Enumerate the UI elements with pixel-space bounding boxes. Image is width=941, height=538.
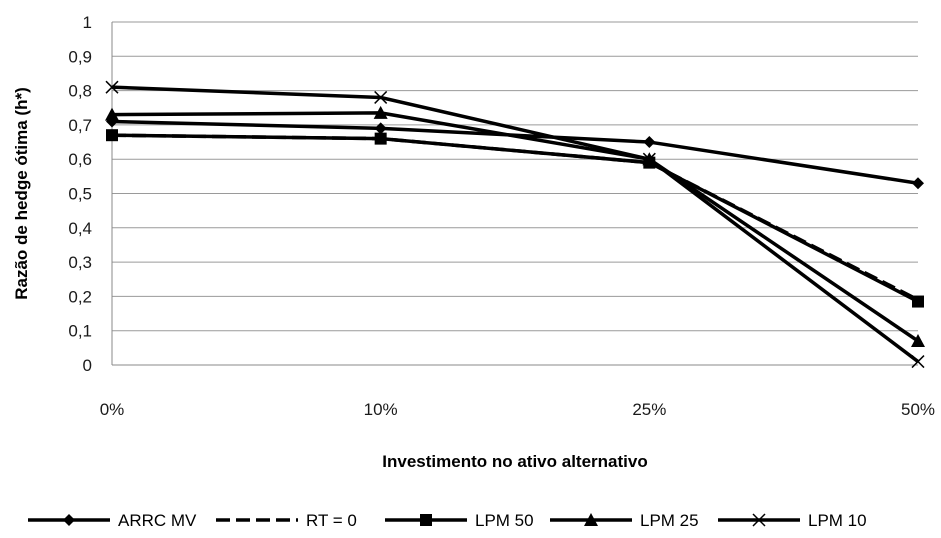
legend-label: RT = 0 [306,511,357,530]
legend-item-lpm-25: LPM 25 [550,511,699,530]
series-line-lpm-25 [111,111,919,343]
y-tick-label: 0,9 [68,47,92,66]
legend-marker [752,513,766,527]
data-point-lpm-50 [374,132,387,145]
legend: ARRC MV RT = 0 LPM 50 LPM 25 LPM 10 [28,511,867,530]
series-line-rt-0 [111,133,919,302]
legend-label: LPM 50 [475,511,534,530]
y-axis-title: Razão de hedge ótima (h*) [12,87,31,300]
series-line-lpm-10 [111,85,920,363]
data-point-lpm-25 [373,105,388,119]
y-tick-label: 0,7 [68,116,92,135]
gridlines [111,21,918,366]
x-tick-label: 0% [100,400,125,419]
data-point-lpm-50 [912,295,924,308]
y-tick-labels: 0 0,1 0,2 0,3 0,4 0,5 0,6 0,7 0,8 0,9 1 [68,13,92,375]
data-point-arrc-mv [374,122,387,135]
y-tick-label: 0,1 [68,322,92,341]
y-tick-label: 0 [83,356,92,375]
legend-marker [63,514,75,526]
legend-label: ARRC MV [118,511,197,530]
series-line-lpm-50 [111,133,919,304]
data-point-lpm-50 [106,129,118,142]
y-tick-label: 1 [83,13,92,32]
y-tick-label: 0,5 [68,185,92,204]
series-markers [105,80,925,369]
x-axis-title: Investimento no ativo alternativo [382,452,647,471]
legend-item-arrc-mv: ARRC MV [28,511,197,530]
legend-marker [420,514,432,526]
data-point-lpm-10 [105,80,119,94]
legend-item-rt-0: RT = 0 [216,511,357,530]
series-lines [111,85,920,363]
data-point-lpm-10 [642,152,656,166]
y-tick-label: 0,2 [68,287,92,306]
data-point-lpm-25 [911,333,925,347]
legend-item-lpm-10: LPM 10 [718,511,867,530]
data-point-arrc-mv [912,177,924,190]
x-tick-label: 25% [632,400,666,419]
legend-item-lpm-50: LPM 50 [385,511,534,530]
x-tick-label: 50% [901,400,935,419]
y-tick-label: 0,4 [68,219,92,238]
legend-marker [584,513,598,526]
y-tick-label: 0,3 [68,253,92,272]
data-point-lpm-10 [911,355,925,369]
data-point-lpm-25 [105,107,119,121]
x-tick-label: 10% [364,400,398,419]
data-point-arrc-mv [643,136,656,149]
data-point-lpm-10 [374,90,388,104]
legend-label: LPM 10 [808,511,867,530]
y-tick-label: 0,8 [68,82,92,101]
legend-label: LPM 25 [640,511,699,530]
y-tick-label: 0,6 [68,150,92,169]
x-tick-labels: 0% 10% 25% 50% [100,400,935,419]
